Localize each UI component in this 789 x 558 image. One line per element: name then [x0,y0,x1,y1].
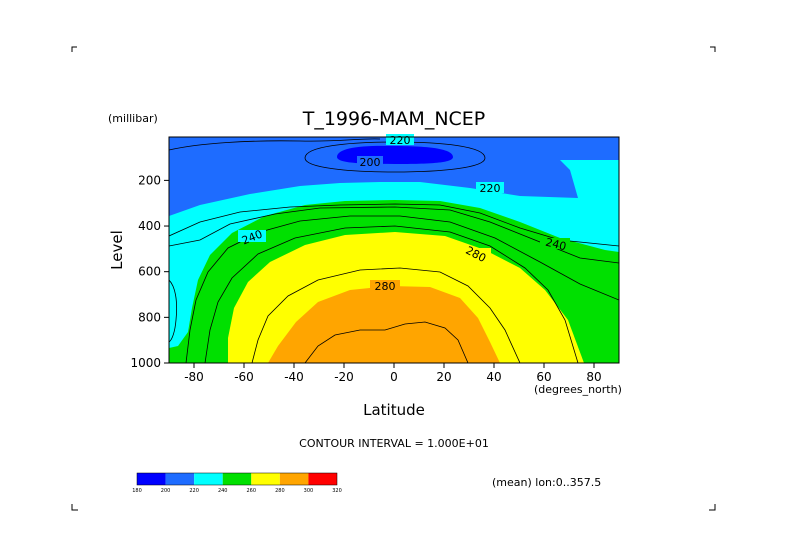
x-axis-label: Latitude [363,401,425,419]
x-tick-label: -80 [184,370,204,384]
contour-lines [169,138,619,363]
colorbar-level-label: 260 [247,488,257,494]
colorbar-level-label: 300 [304,488,314,494]
colorbar-level-label: 280 [275,488,285,494]
contour-label-220-top: 220 [390,134,411,147]
x-axis-units: (degrees_north) [534,383,622,396]
y-axis-units: (millibar) [108,112,158,125]
contour-label-240-right: 240 [544,236,568,254]
corner-marks [71,46,716,511]
colorbar-swatch [279,473,309,485]
colorbar-level-label: 240 [218,488,228,494]
x-tick-label: 60 [536,370,551,384]
x-tick-label: 80 [586,370,601,384]
x-tick-label: -20 [334,370,354,384]
band-orange [268,286,500,363]
colorbar-swatch [165,473,195,485]
colorbar-swatch [137,473,166,485]
x-tick-label: 0 [390,370,398,384]
averaging-note: (mean) lon:0..357.5 [492,476,601,489]
colorbar-level-label: 180 [132,488,142,494]
colorbar-frame [136,472,338,486]
colorbar-swatch [308,473,337,485]
y-axis: 200 400 600 800 1000 [130,173,169,370]
y-tick-label: 600 [138,265,161,279]
contour-label-200: 200 [360,156,381,169]
colorbar-level-label: 200 [161,488,171,494]
x-tick-label: -60 [234,370,254,384]
x-axis: -80 -60 -40 -20 0 20 40 60 80 [184,363,602,384]
colorbar-level-label: 220 [189,488,199,494]
y-tick-label: 200 [138,173,161,187]
x-tick-label: 40 [486,370,501,384]
contour-label-280-center: 280 [375,280,396,293]
contour-label-220-right: 220 [480,182,501,195]
colorbar-swatch [251,473,280,485]
contour-interval-note: CONTOUR INTERVAL = 1.000E+01 [299,437,489,450]
y-tick-label: 800 [138,310,161,324]
colorbar-swatch [194,473,223,485]
contour-field [169,137,619,363]
y-axis-label: Level [108,230,126,270]
colorbar-level-label: 320 [332,488,342,494]
y-tick-label: 1000 [130,356,161,370]
chart-title: T_1996-MAM_NCEP [302,108,486,130]
y-tick-label: 400 [138,219,161,233]
band-dodgerblue [169,137,619,216]
colorbar-swatch [222,473,252,485]
band-blue [337,145,453,164]
x-tick-label: 20 [436,370,451,384]
x-tick-label: -40 [284,370,304,384]
colorbar: 180 200 220 240 260 280 300 320 [132,472,342,494]
